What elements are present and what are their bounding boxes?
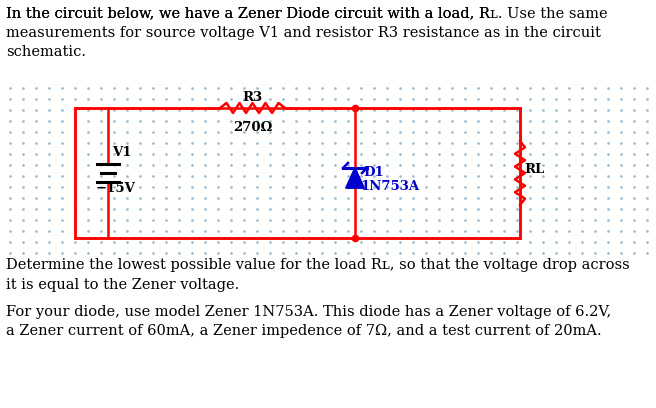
Text: In the circuit below, we have a Zener Diode circuit with a load, Rʟ. Use the sam: In the circuit below, we have a Zener Di…: [6, 6, 607, 59]
Text: 1N753A: 1N753A: [360, 180, 419, 193]
Text: D1: D1: [363, 166, 384, 179]
Text: In the circuit below, we have a Zener Diode circuit with a load, R: In the circuit below, we have a Zener Di…: [6, 6, 490, 20]
Text: V1: V1: [112, 146, 131, 159]
Polygon shape: [346, 168, 364, 188]
Text: For your diode, use model Zener 1N753A. This diode has a Zener voltage of 6.2V,
: For your diode, use model Zener 1N753A. …: [6, 305, 611, 339]
Text: R3: R3: [243, 91, 262, 104]
Text: −15V: −15V: [96, 182, 136, 195]
Text: Determine the lowest possible value for the load Rʟ, so that the voltage drop ac: Determine the lowest possible value for …: [6, 258, 630, 291]
Bar: [75, 108, 520, 238]
Text: RL: RL: [524, 163, 544, 176]
Text: 270Ω: 270Ω: [233, 121, 272, 134]
